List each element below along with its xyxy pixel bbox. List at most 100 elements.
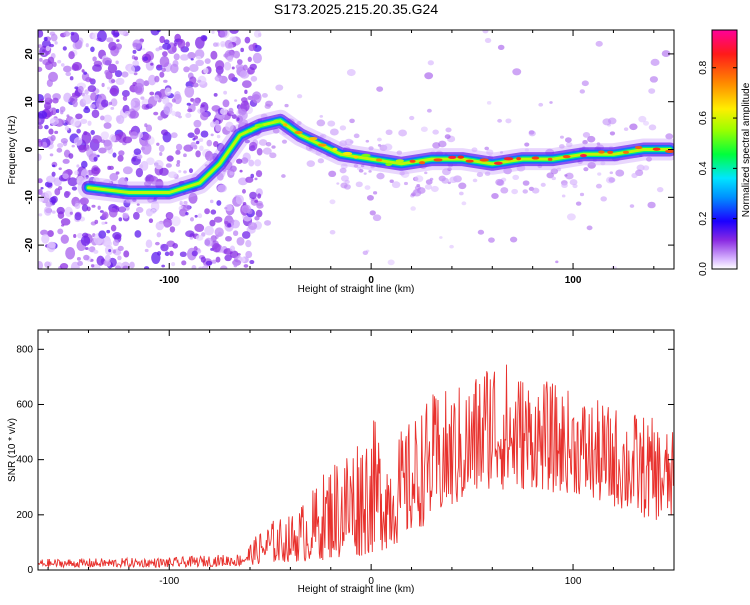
spectrogram-noise-blob <box>122 212 129 219</box>
spectrogram-noise-blob <box>264 220 272 226</box>
spectrogram-peak <box>317 143 327 147</box>
spectrogram-noise-blob <box>500 151 504 154</box>
spectrogram-noise-blob <box>110 224 117 232</box>
spectrogram-noise-blob <box>143 80 150 87</box>
spectrogram-noise-blob <box>119 30 127 36</box>
spectrogram-noise-blob <box>220 265 228 269</box>
spectrogram-noise-blob <box>186 102 191 106</box>
spectrogram-noise-blob <box>195 140 200 145</box>
spectrogram-noise-blob <box>43 36 48 41</box>
spectrogram-noise-blob <box>204 225 214 236</box>
spectrogram-noise-blob <box>224 254 232 262</box>
spectrogram-noise-blob <box>355 181 363 188</box>
spectrogram-noise-blob <box>645 156 653 162</box>
spectrogram-noise-blob <box>90 129 95 136</box>
spectrogram-noise-blob <box>414 175 424 183</box>
spectrogram-noise-blob <box>38 178 43 184</box>
spectrogram-peak <box>448 155 457 159</box>
spectrogram-noise-blob <box>269 152 277 159</box>
spectrogram-noise-blob <box>87 247 92 251</box>
spectrogram-noise-blob <box>111 87 117 93</box>
spectrogram-noise-blob <box>191 265 197 269</box>
spectrogram-noise-blob <box>145 239 153 248</box>
spectrogram-peak <box>342 151 353 156</box>
spectrogram-noise-blob <box>159 35 165 44</box>
spectrogram-noise-blob <box>236 117 240 122</box>
spectrogram-noise-blob <box>49 117 59 126</box>
spectrogram-noise-blob <box>195 55 202 60</box>
spectrogram-noise-blob <box>438 140 447 148</box>
spectrogram-noise-blob <box>156 64 162 69</box>
spectrogram-noise-blob <box>432 129 439 135</box>
spectrogram-noise-blob <box>197 213 203 219</box>
spectrogram-noise-blob <box>368 146 374 151</box>
spectrogram-noise-blob <box>130 131 139 140</box>
spectrogram-noise-blob <box>227 56 233 62</box>
spectrogram-noise-blob <box>189 217 194 222</box>
spectrogram-noise-blob <box>73 137 83 146</box>
spectrogram-noise-blob <box>559 135 564 139</box>
spectrogram-noise-blob <box>346 69 356 77</box>
spectrogram-noise-blob <box>497 118 503 123</box>
spectrogram-noise-blob <box>244 139 250 144</box>
spectrogram-noise-blob <box>60 63 65 67</box>
spectrogram-noise-blob <box>155 241 160 246</box>
spectrogram-noise-blob <box>615 169 625 177</box>
spectrogram-noise-blob <box>183 170 187 174</box>
spectrogram-noise-blob <box>82 232 89 238</box>
spectrogram-noise-blob <box>112 239 119 247</box>
spectrogram-noise-blob <box>157 251 162 256</box>
spectrogram-noise-blob <box>284 103 289 108</box>
spectrogram-noise-blob <box>224 39 233 49</box>
spectrogram-noise-blob <box>209 219 216 227</box>
spectrogram-noise-blob <box>569 179 578 186</box>
spectrogram-noise-blob <box>116 115 125 125</box>
spectrogram-noise-blob <box>248 159 255 167</box>
spectrogram-noise-blob <box>55 108 60 114</box>
spectrogram-noise-blob <box>531 187 540 194</box>
spectrogram-noise-blob <box>297 94 303 99</box>
spectrogram-noise-blob <box>503 167 512 175</box>
spectrogram-peak <box>247 128 253 133</box>
spectrogram-noise-blob <box>127 65 136 75</box>
spectrogram-noise-blob <box>74 202 81 210</box>
spectrogram-noise-blob <box>228 73 236 81</box>
spectrogram-noise-blob <box>118 150 125 156</box>
spectrogram-noise-blob <box>220 43 226 48</box>
spectrogram-x-axis: -100 0 100 <box>47 30 655 286</box>
spectrogram-noise-blob <box>449 244 454 249</box>
spectrogram-noise-blob <box>192 137 196 141</box>
spectrogram-noise-blob <box>572 183 578 189</box>
spectrogram-noise-blob <box>200 111 209 121</box>
spectrogram-noise-blob <box>586 225 593 231</box>
spectrogram-noise-blob <box>387 259 395 266</box>
spectrogram-noise-blob <box>231 66 235 70</box>
spectrogram-noise-blob <box>524 142 530 147</box>
spectrogram-noise-blob <box>229 245 236 252</box>
spectrogram-peak <box>353 155 359 159</box>
spectrogram-noise-blob <box>193 119 202 128</box>
spectrogram-noise-blob <box>647 201 656 209</box>
spectrogram-noise-blob <box>522 180 530 186</box>
spectrogram-noise-blob <box>195 59 205 66</box>
y-tick-label: 0 <box>27 565 33 576</box>
spectrogram-noise-blob <box>71 186 78 191</box>
colorbar-tick-label: 0.6 <box>698 111 709 125</box>
spectrogram-noise-blob <box>648 124 657 131</box>
spectrogram-x-label: Height of straight line (km) <box>298 284 415 295</box>
spectrogram-noise-blob <box>247 95 254 101</box>
spectrogram-noise-blob <box>185 112 192 118</box>
y-tick-label: -20 <box>24 237 35 252</box>
spectrogram-noise-blob <box>216 200 222 206</box>
spectrogram-noise-blob <box>146 157 155 166</box>
spectrogram-noise-blob <box>141 141 152 155</box>
spectrogram-noise-blob <box>130 100 136 107</box>
spectrogram-noise-blob <box>245 250 253 259</box>
spectrogram-noise-blob <box>166 155 174 162</box>
spectrogram-noise-blob <box>638 115 647 123</box>
spectrogram-noise-blob <box>642 165 650 171</box>
spectrogram-noise-blob <box>649 76 659 83</box>
spectrogram-peak <box>294 130 303 135</box>
spectrogram-noise-blob <box>241 231 251 239</box>
